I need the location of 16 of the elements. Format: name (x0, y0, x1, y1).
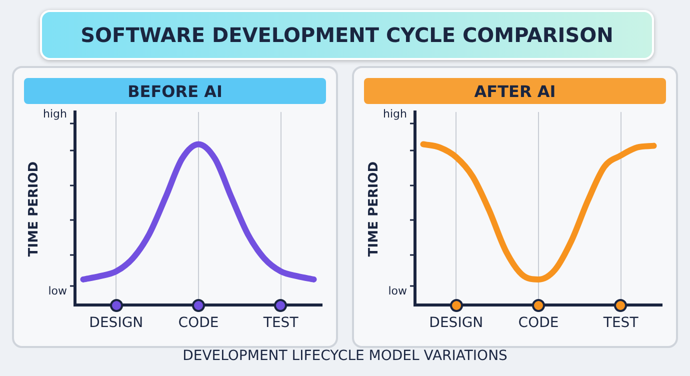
text: low (387, 284, 407, 298)
y-axis-title: TIME PERIOD (366, 161, 382, 256)
x-tick-label: DESIGN (429, 315, 484, 332)
text: DEVELOPMENT LIFECYCLE MODEL VARIATIONS (182, 348, 508, 364)
y-axis-title: TIME PERIOD (26, 161, 42, 256)
text: low (47, 284, 67, 298)
text: high (42, 108, 67, 120)
x-tick-label: CODE (518, 315, 559, 332)
text: high (382, 108, 407, 120)
x-tick-label: DESIGN (89, 315, 144, 332)
x-tick-label: CODE (178, 315, 219, 332)
chart-title: AFTER AI (364, 78, 666, 104)
x-tick-label: TEST (262, 315, 299, 332)
chart-title: BEFORE AI (24, 78, 326, 104)
text: SOFTWARE DEVELOPMENT CYCLE COMPARISON (40, 10, 654, 60)
x-tick-label: TEST (602, 315, 639, 332)
